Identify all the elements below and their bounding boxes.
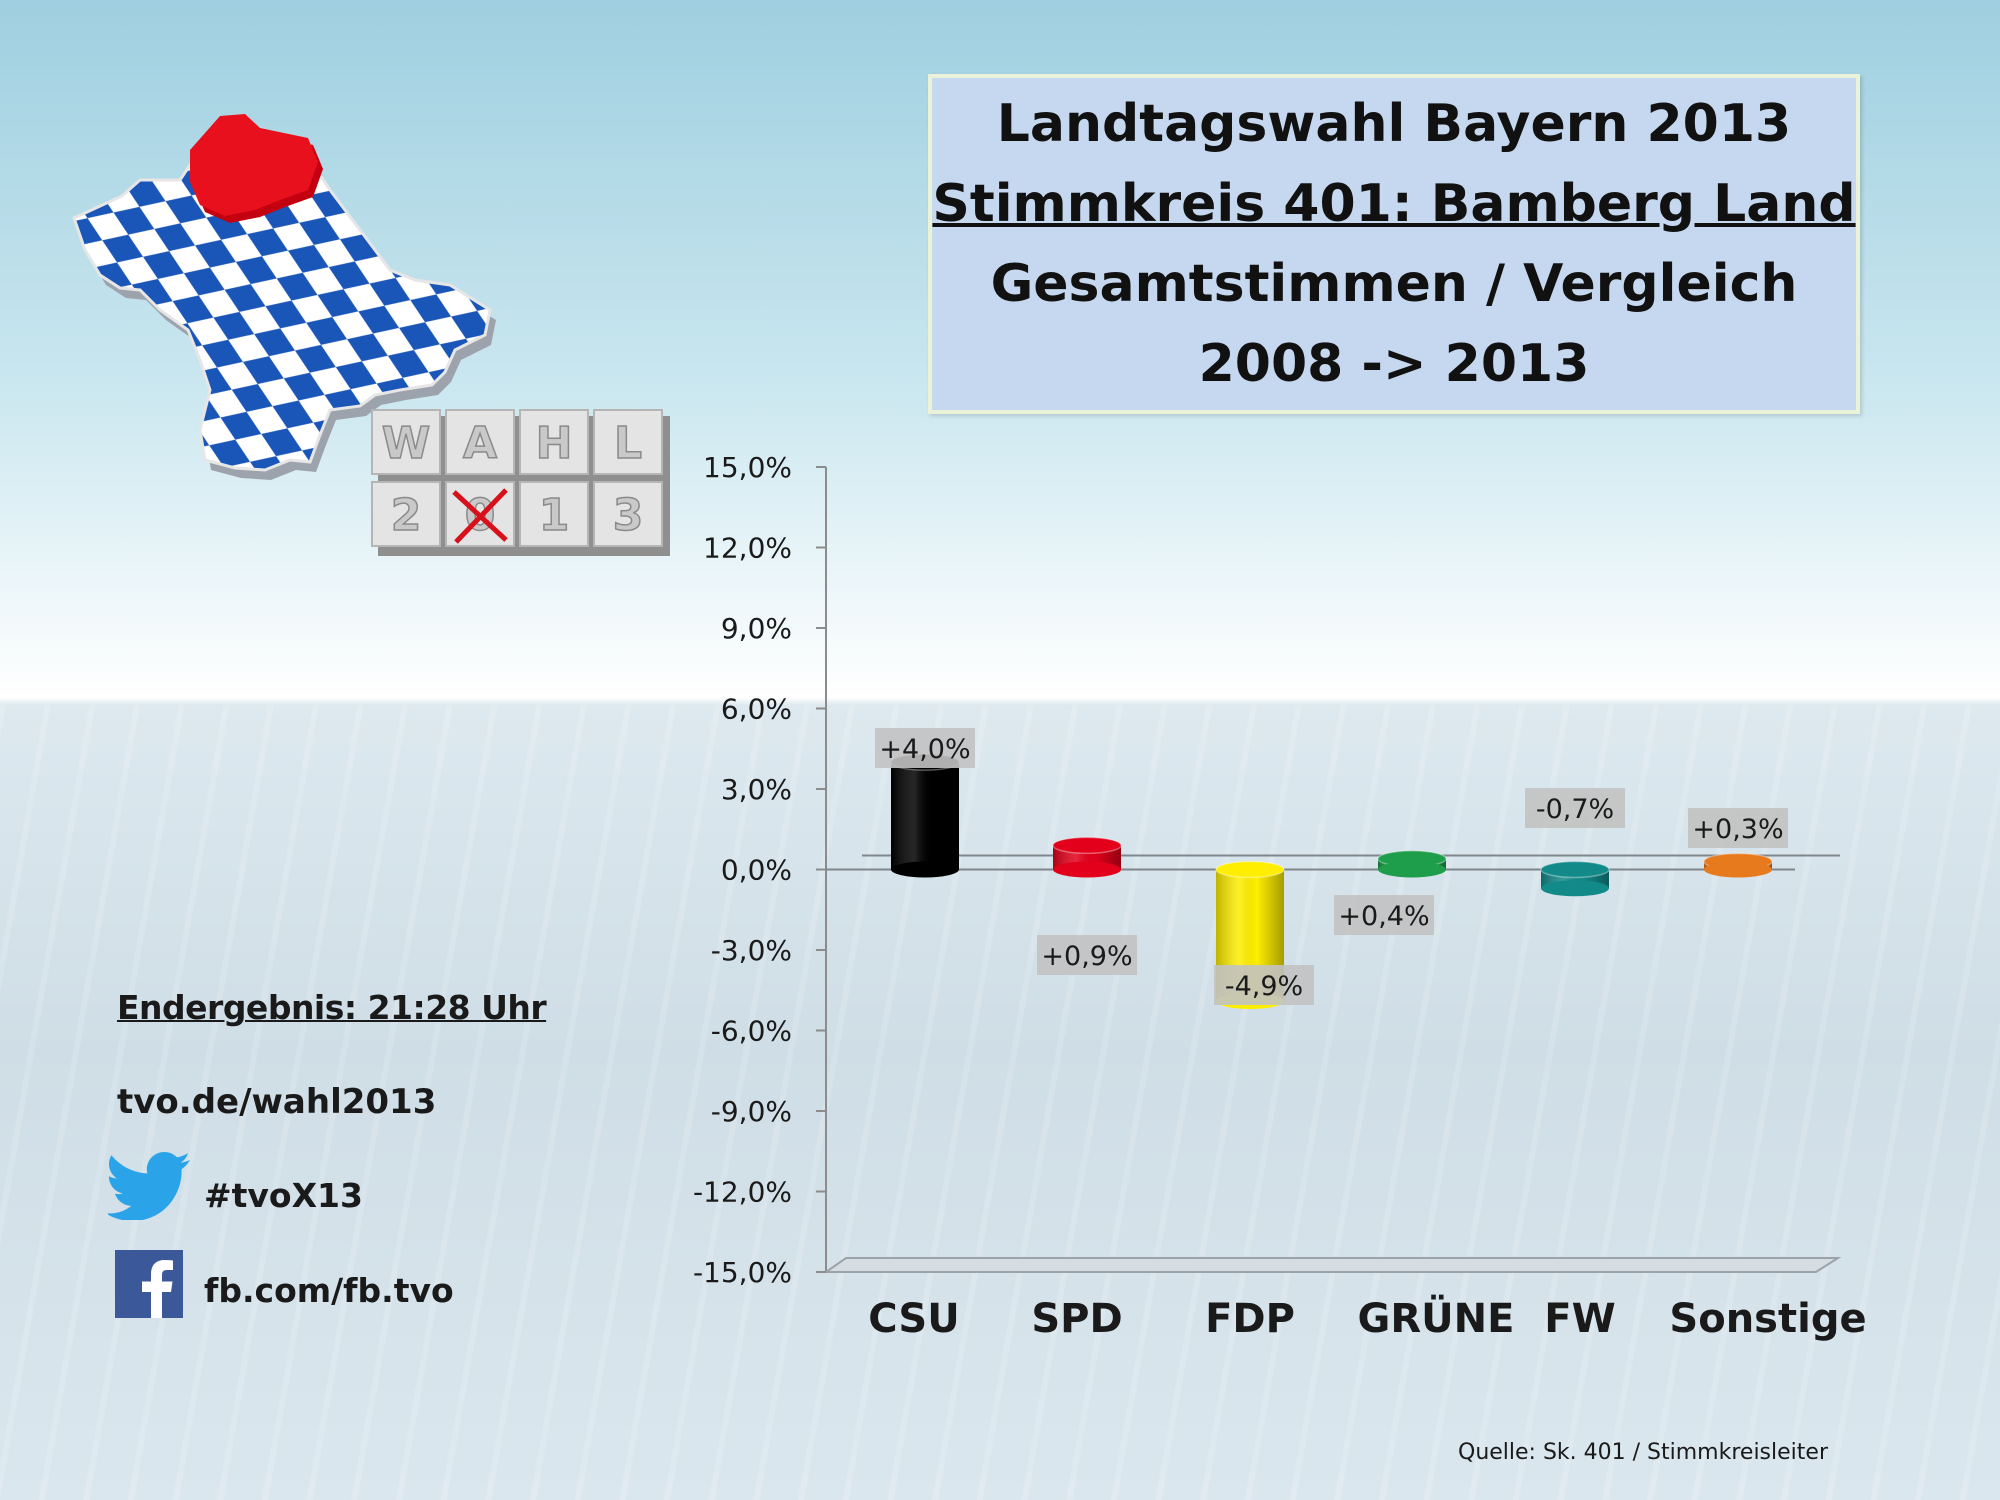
logo-tile-letter: 1 — [539, 490, 570, 541]
bavaria-map-icon — [72, 114, 496, 480]
data-label-box — [1334, 895, 1434, 935]
logo-tile-letter: A — [463, 418, 497, 469]
y-tick-label: -9,0% — [711, 1095, 792, 1128]
twitter-hashtag[interactable]: #tvoX13 — [204, 1176, 363, 1215]
logo-tile — [519, 409, 589, 475]
logo-tile — [371, 409, 441, 475]
bar-cap — [1540, 860, 1610, 879]
y-tick-label: 9,0% — [721, 612, 792, 645]
facebook-link[interactable]: fb.com/fb.tvo — [204, 1271, 454, 1310]
logo-tile-letter: W — [382, 418, 431, 469]
twitter-icon[interactable] — [108, 1152, 192, 1220]
data-label-text: +4,0% — [879, 734, 970, 765]
data-label-box — [1688, 808, 1788, 848]
data-label: -4,9% — [1214, 965, 1314, 1005]
y-tick-label: -12,0% — [693, 1176, 792, 1209]
logo-tile — [593, 409, 663, 475]
title-line-1: Landtagswahl Bayern 2013 — [996, 94, 1792, 154]
bar-fw — [1540, 860, 1610, 897]
facebook-icon[interactable] — [115, 1250, 183, 1318]
y-tick-label: -6,0% — [711, 1015, 792, 1048]
category-label: SPD — [1031, 1296, 1122, 1342]
category-label: GRÜNE — [1358, 1294, 1515, 1342]
logo-tile-letter: 3 — [613, 490, 644, 541]
category-label: FDP — [1205, 1296, 1295, 1342]
ballot-cross-icon — [452, 488, 508, 544]
y-tick-label: 12,0% — [703, 532, 792, 565]
logo-tile — [445, 409, 515, 475]
bar-base — [891, 861, 959, 878]
data-label-text: +0,3% — [1692, 814, 1783, 845]
bar-cap — [1052, 836, 1122, 855]
data-label: +4,0% — [875, 728, 975, 768]
title-line-4: 2008 -> 2013 — [1198, 334, 1590, 394]
data-label-box — [1525, 788, 1625, 828]
data-label-text: -0,7% — [1536, 794, 1614, 825]
data-label: -0,7% — [1525, 788, 1625, 828]
logo-tile — [371, 481, 441, 547]
data-label-box — [875, 728, 975, 768]
website-link[interactable]: tvo.de/wahl2013 — [117, 1082, 437, 1122]
background-stripes — [0, 705, 2000, 1500]
data-label: +0,4% — [1334, 895, 1434, 935]
source-note: Quelle: Sk. 401 / Stimmkreisleiter — [1458, 1440, 1828, 1465]
chart-title-box: Landtagswahl Bayern 2013 Stimmkreis 401:… — [928, 74, 1860, 414]
bar-shading — [891, 762, 959, 870]
data-label: +0,9% — [1037, 935, 1137, 975]
data-label-text: -4,9% — [1225, 971, 1303, 1002]
bar-grüne — [1377, 850, 1447, 878]
bar-sonstige — [1703, 852, 1773, 878]
bar-base — [1541, 880, 1609, 897]
endergebnis-text: Endergebnis: 21:28 Uhr — [117, 988, 547, 1027]
title-line-2: Stimmkreis 401: Bamberg Land — [932, 174, 1856, 234]
y-tick-label: -15,0% — [693, 1256, 792, 1289]
data-label: +0,3% — [1688, 808, 1788, 848]
y-tick-label: 0,0% — [721, 854, 792, 887]
bar-csu — [890, 753, 960, 878]
category-label: CSU — [868, 1296, 959, 1342]
logo-tile — [593, 481, 663, 547]
y-tick-label: 6,0% — [721, 693, 792, 726]
data-label-text: +0,4% — [1338, 901, 1429, 932]
logo-tile-letter: H — [536, 418, 573, 469]
data-label-box — [1037, 935, 1137, 975]
logo-tile-letter: 0 — [465, 490, 496, 541]
y-tick-label: 15,0% — [703, 451, 792, 484]
y-tick-label: 3,0% — [721, 773, 792, 806]
bar-base — [1704, 861, 1772, 878]
y-tick-label: -3,0% — [711, 934, 792, 967]
logo-tile-letter: 2 — [391, 490, 422, 541]
logo-tile-letter: L — [614, 418, 642, 469]
bamberg-region-icon — [190, 114, 318, 216]
data-label-text: +0,9% — [1041, 941, 1132, 972]
category-label: Sonstige — [1669, 1296, 1866, 1342]
bar-cap — [1215, 860, 1285, 879]
category-label: FW — [1544, 1296, 1615, 1342]
bar-base — [1378, 861, 1446, 878]
chart-floor — [822, 1257, 1842, 1273]
logo-tile — [519, 481, 589, 547]
data-label-box — [1214, 965, 1314, 1005]
title-line-3: Gesamtstimmen / Vergleich — [990, 254, 1798, 314]
bar-spd — [1052, 836, 1122, 878]
bar-base — [1053, 861, 1121, 878]
